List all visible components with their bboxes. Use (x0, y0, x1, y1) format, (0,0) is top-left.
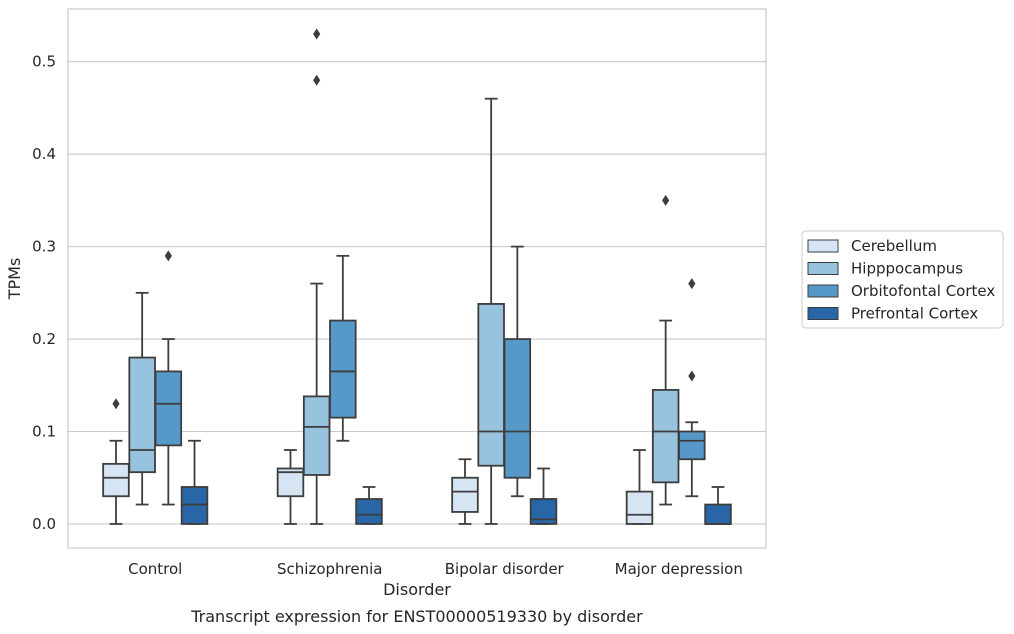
legend-label: Cerebellum (851, 237, 937, 255)
outlier-point (688, 370, 696, 382)
box-body (503, 338, 532, 479)
box-prefrontal-cortex (355, 486, 383, 525)
legend-swatch (807, 262, 839, 275)
box-cerebellum (102, 398, 130, 525)
legend-label: Orbitofontal Cortex (851, 282, 995, 300)
y-tick-label: 0.1 (32, 423, 56, 441)
box-hipppocampus (651, 194, 680, 506)
box-body (154, 370, 183, 447)
chart-caption: Transcript expression for ENST0000051933… (190, 607, 643, 626)
x-tick-label: Bipolar disorder (445, 560, 565, 578)
y-tick-label: 0.0 (32, 515, 56, 533)
box-orbitofontal-cortex (154, 250, 183, 506)
box-body (477, 303, 505, 467)
box-layer (102, 28, 732, 525)
outlier-point (313, 28, 321, 40)
box-hipppocampus (128, 291, 156, 506)
legend-frame (801, 230, 1004, 329)
legend-swatch (807, 239, 839, 253)
box-body (329, 319, 357, 419)
box-orbitofontal-cortex (329, 254, 357, 442)
box-prefrontal-cortex (704, 486, 732, 525)
box-orbitofontal-cortex (678, 278, 706, 498)
legend-swatch (807, 307, 839, 320)
box-body (451, 476, 479, 513)
box-body (355, 498, 383, 525)
box-hipppocampus (477, 97, 505, 525)
y-tick-label: 0.4 (32, 145, 56, 163)
box-body (128, 356, 156, 474)
outlier-point (662, 194, 670, 206)
box-body (302, 395, 331, 476)
x-tick-labels: Control Schizophrenia Bipolar disorder Majo… (128, 560, 743, 578)
box-body (180, 486, 209, 525)
legend: Cerebellum Hipppocampus Orbitofontal Corte… (801, 230, 1004, 329)
box-body (625, 490, 654, 525)
legend-label: Hipppocampus (851, 260, 963, 278)
outlier-point (112, 398, 120, 410)
legend-swatch (807, 284, 839, 298)
box-cerebellum (451, 458, 479, 525)
y-tick-label: 0.3 (32, 238, 56, 256)
outlier-point (313, 74, 321, 86)
legend-label: Prefrontal Cortex (851, 305, 978, 323)
box-body (102, 462, 130, 498)
y-tick-label: 0.2 (32, 330, 56, 348)
box-body (651, 389, 680, 484)
box-cerebellum (625, 449, 654, 525)
box-prefrontal-cortex (529, 467, 558, 525)
x-tick-label: Major depression (615, 560, 743, 578)
outlier-point (164, 250, 172, 262)
y-tick-labels: 0.0 0.1 0.2 0.3 0.4 0.5 (32, 53, 56, 533)
box-body (276, 467, 305, 498)
x-tick-label: Schizophrenia (277, 560, 382, 578)
y-tick-label: 0.5 (32, 53, 56, 71)
x-axis-label: Disorder (383, 580, 451, 599)
outlier-point (688, 278, 696, 290)
y-axis-label: TPMs (5, 258, 24, 301)
box-cerebellum (276, 449, 305, 525)
box-prefrontal-cortex (180, 439, 209, 525)
box-hipppocampus (302, 28, 331, 525)
box-body (704, 503, 732, 525)
x-tick-label: Control (128, 560, 182, 578)
box-body (678, 430, 706, 461)
box-orbitofontal-cortex (503, 245, 532, 498)
plot-frame (67, 8, 767, 549)
